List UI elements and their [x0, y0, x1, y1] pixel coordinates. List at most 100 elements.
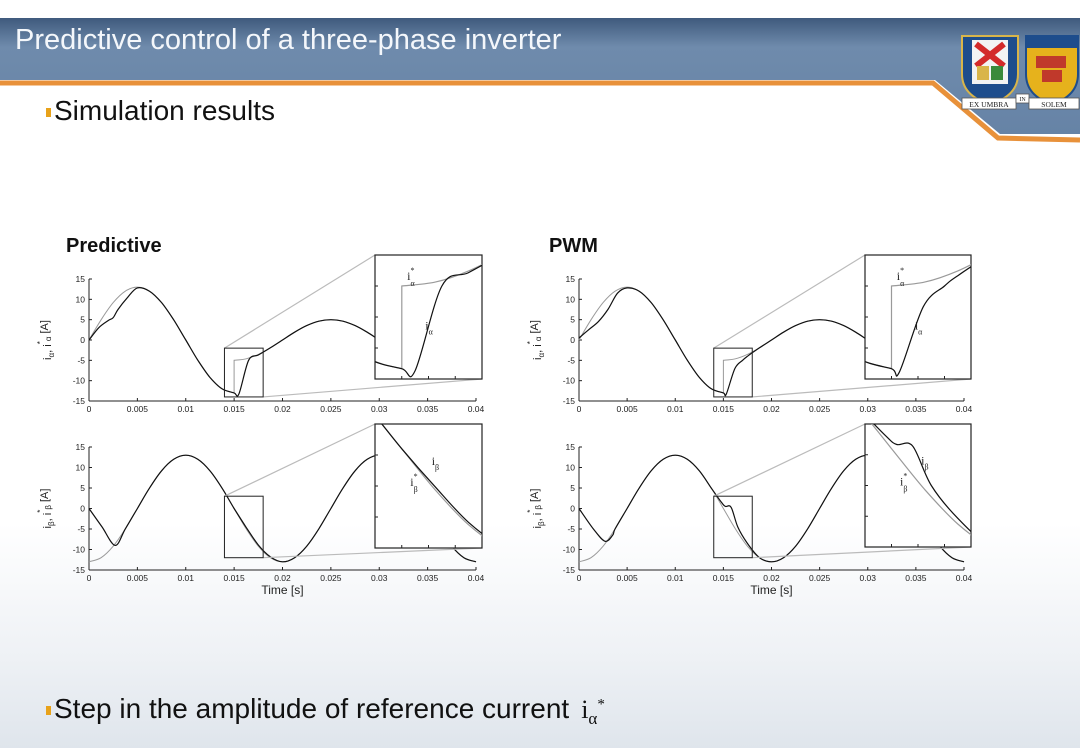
label-sub: α [429, 327, 434, 336]
x-tick-label: 0.03 [859, 404, 876, 414]
x-tick-label: 0.02 [763, 573, 780, 583]
y-tick-label: 5 [80, 315, 85, 325]
bullet-simulation-results: Simulation results [46, 95, 275, 127]
inset-pwm-beta: i* β iβ [864, 423, 972, 548]
y-tick-label: 10 [566, 463, 576, 473]
zoom-connector [713, 423, 866, 497]
x-tick-label: 0.04 [468, 404, 485, 414]
y-tick-label: 10 [76, 463, 86, 473]
y-tick-label: -10 [563, 376, 576, 386]
x-tick-label: 0.015 [223, 404, 245, 414]
x-axis-label: Time [s] [261, 583, 303, 597]
svg-text:IN: IN [1019, 97, 1026, 103]
label-sub: α [900, 279, 905, 288]
y-tick-label: -15 [73, 396, 86, 406]
label-sub: β [903, 485, 907, 494]
y-label-part: α [44, 336, 53, 341]
inset-series-label: iα [425, 318, 433, 336]
header-band [0, 18, 1080, 134]
x-tick-label: 0.025 [320, 404, 342, 414]
x-tick-label: 0.005 [127, 573, 149, 583]
x-tick-label: 0.035 [417, 573, 439, 583]
university-logo: EX UMBRA IN SOLEM [961, 35, 1080, 110]
y-label-part: i [42, 513, 54, 515]
chart-predictive-alpha: 0 0.005 0.01 0.015 0.02 0.025 0.03 0.035 0.04 15 1… [36, 254, 485, 414]
label-sup: * [903, 472, 907, 481]
x-tick-label: 0.035 [417, 404, 439, 414]
x-tick-label: 0.01 [177, 573, 194, 583]
y-tick-label: 0 [80, 504, 85, 514]
y-label-part: β [44, 505, 53, 510]
zoom-connector [752, 546, 972, 559]
symbol-base: i [581, 695, 589, 724]
label-sub: α [410, 279, 415, 288]
x-tick-label: 0.025 [809, 573, 831, 583]
inset-series-label: iα [915, 318, 923, 336]
label-base: i [410, 475, 414, 489]
x-tick-label: 0.02 [763, 404, 780, 414]
chart-pwm-alpha: 0 0.005 0.01 0.015 0.02 0.025 0.03 0.035 0.04 15 1… [526, 254, 973, 414]
y-label-part: i [532, 526, 544, 528]
panel-title-predictive: Predictive [66, 235, 162, 257]
y-label-part: [A] [39, 320, 51, 337]
label-sub: α [918, 327, 923, 336]
zoom-region-box [713, 347, 753, 398]
x-tick-label: 0.035 [905, 404, 927, 414]
x-tick-label: 0.02 [274, 573, 291, 583]
y-tick-label: 0 [80, 335, 85, 345]
y-tick-label: -5 [77, 524, 85, 534]
inset-series-label: i* β [900, 472, 907, 494]
y-tick-label: 10 [76, 294, 86, 304]
y-label-part: , [532, 347, 544, 353]
y-tick-label: 15 [76, 274, 86, 284]
y-label-part: i [532, 344, 544, 346]
symbol-sub: α [588, 709, 598, 729]
zoom-connector [224, 423, 376, 497]
x-tick-label: 0.04 [956, 404, 973, 414]
charts-layer: 0 0.005 0.01 0.015 0.02 0.025 0.03 0.035 0.04151… [36, 254, 973, 597]
y-tick-label: -5 [567, 524, 575, 534]
y-tick-label: -15 [563, 396, 576, 406]
y-label-part: [A] [529, 489, 541, 506]
x-tick-label: 0.015 [713, 573, 735, 583]
inset-pwm-alpha: i* αiα [864, 254, 972, 380]
y-label-part: i [532, 358, 544, 360]
label-sup: * [900, 266, 904, 275]
y-label-part: , [532, 515, 544, 521]
bullet-text: Step in the amplitude of reference curre… [54, 693, 570, 724]
panel-title-pwm: PWM [549, 235, 598, 257]
y-tick-label: 5 [570, 483, 575, 493]
y-label-part: α [47, 353, 56, 358]
zoom-connector [263, 547, 483, 559]
y-label-part: * [36, 341, 45, 344]
y-tick-label: 5 [80, 483, 85, 493]
y-label-part: * [36, 510, 45, 513]
x-tick-label: 0.015 [223, 573, 245, 583]
inset-series-label: iβ [921, 454, 928, 472]
y-tick-label: 15 [76, 442, 86, 452]
y-tick-label: 0 [570, 335, 575, 345]
x-tick-label: 0 [577, 573, 582, 583]
x-tick-label: 0 [577, 404, 582, 414]
y-tick-label: -15 [73, 565, 86, 575]
inset-series-i_β [873, 424, 971, 533]
zoom-connector [752, 378, 972, 398]
y-label-part: , [42, 347, 54, 353]
y-label-part: β [47, 521, 56, 526]
label-base: i [900, 475, 904, 489]
slide-title: Predictive control of a three-phase inve… [15, 24, 562, 56]
svg-text:EX UMBRA: EX UMBRA [969, 100, 1009, 109]
x-tick-label: 0.04 [468, 573, 485, 583]
y-axis-label: iβ, i*β [A] [526, 489, 546, 529]
y-label-part: β [537, 521, 546, 526]
y-axis-label: iα, i*α [A] [526, 320, 546, 360]
x-tick-label: 0.03 [371, 573, 388, 583]
inset-series-i_α [865, 266, 971, 377]
label-base: i [432, 454, 436, 468]
y-tick-label: -10 [73, 545, 86, 555]
bullet-marker-icon [46, 108, 51, 117]
symbol-sup: * [597, 696, 605, 713]
bullet-marker-icon [46, 706, 51, 715]
inset-predictive-alpha: i* αiα [374, 254, 483, 380]
